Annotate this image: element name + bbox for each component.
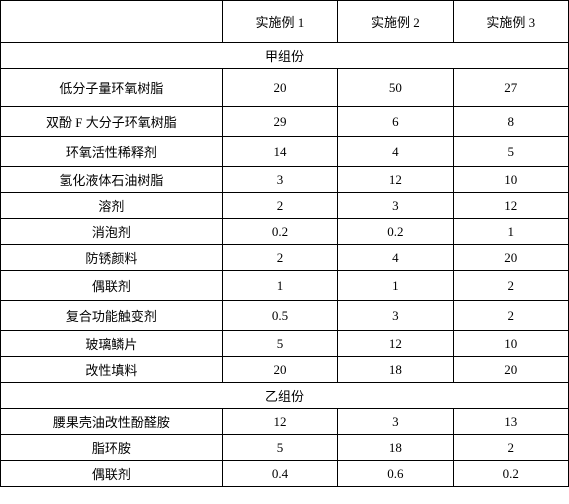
table-row: 溶剂2312 (1, 193, 569, 219)
rows1-body: 低分子量环氧树脂205027双酚 F 大分子环氧树脂2968环氧活性稀释剂144… (1, 69, 569, 383)
row-value: 4 (338, 137, 453, 167)
row-value: 8 (453, 107, 568, 137)
row-label: 脂环胺 (1, 435, 223, 461)
table-row: 双酚 F 大分子环氧树脂2968 (1, 107, 569, 137)
row-label: 玻璃鳞片 (1, 331, 223, 357)
row-value: 27 (453, 69, 568, 107)
composition-table: 实施例 1 实施例 2 实施例 3 甲组份 低分子量环氧树脂205027双酚 F… (0, 0, 569, 487)
section-b-label: 乙组份 (1, 383, 569, 409)
row-value: 12 (338, 331, 453, 357)
row-value: 2 (453, 301, 568, 331)
table-row: 玻璃鳞片51210 (1, 331, 569, 357)
row-label: 复合功能触变剂 (1, 301, 223, 331)
row-value: 18 (338, 357, 453, 383)
row-label: 腰果壳油改性酚醛胺 (1, 409, 223, 435)
row-value: 5 (453, 137, 568, 167)
row-value: 0.2 (453, 461, 568, 487)
section-row-a: 甲组份 (1, 43, 569, 69)
row-value: 2 (222, 245, 337, 271)
row-value: 3 (222, 167, 337, 193)
section2-body: 乙组份 (1, 383, 569, 409)
rows2-body: 腰果壳油改性酚醛胺12313脂环胺5182偶联剂0.40.60.2 (1, 409, 569, 487)
section-row-b: 乙组份 (1, 383, 569, 409)
row-value: 0.2 (222, 219, 337, 245)
row-value: 20 (453, 245, 568, 271)
row-label: 氢化液体石油树脂 (1, 167, 223, 193)
row-value: 3 (338, 409, 453, 435)
row-value: 2 (453, 271, 568, 301)
row-value: 10 (453, 167, 568, 193)
row-value: 12 (222, 409, 337, 435)
header-example1: 实施例 1 (222, 1, 337, 43)
table-row: 氢化液体石油树脂31210 (1, 167, 569, 193)
table-row: 偶联剂112 (1, 271, 569, 301)
header-example2: 实施例 2 (338, 1, 453, 43)
row-value: 1 (222, 271, 337, 301)
table-row: 低分子量环氧树脂205027 (1, 69, 569, 107)
row-value: 20 (453, 357, 568, 383)
row-value: 3 (338, 193, 453, 219)
row-value: 1 (453, 219, 568, 245)
row-label: 环氧活性稀释剂 (1, 137, 223, 167)
row-label: 溶剂 (1, 193, 223, 219)
row-label: 双酚 F 大分子环氧树脂 (1, 107, 223, 137)
table-body: 实施例 1 实施例 2 实施例 3 甲组份 (1, 1, 569, 69)
row-label: 改性填料 (1, 357, 223, 383)
row-value: 5 (222, 331, 337, 357)
row-value: 6 (338, 107, 453, 137)
row-value: 29 (222, 107, 337, 137)
row-label: 低分子量环氧树脂 (1, 69, 223, 107)
row-label: 偶联剂 (1, 271, 223, 301)
table-row: 防锈颜料2420 (1, 245, 569, 271)
table-row: 环氧活性稀释剂1445 (1, 137, 569, 167)
row-value: 10 (453, 331, 568, 357)
table-row: 改性填料201820 (1, 357, 569, 383)
table-row: 偶联剂0.40.60.2 (1, 461, 569, 487)
row-value: 3 (338, 301, 453, 331)
table-row: 消泡剂0.20.21 (1, 219, 569, 245)
row-value: 5 (222, 435, 337, 461)
row-value: 14 (222, 137, 337, 167)
row-value: 13 (453, 409, 568, 435)
row-value: 0.6 (338, 461, 453, 487)
row-value: 20 (222, 69, 337, 107)
row-value: 12 (338, 167, 453, 193)
row-value: 2 (453, 435, 568, 461)
row-value: 4 (338, 245, 453, 271)
row-value: 0.4 (222, 461, 337, 487)
row-value: 20 (222, 357, 337, 383)
row-label: 消泡剂 (1, 219, 223, 245)
row-value: 1 (338, 271, 453, 301)
header-empty (1, 1, 223, 43)
table-row: 复合功能触变剂0.532 (1, 301, 569, 331)
row-label: 偶联剂 (1, 461, 223, 487)
row-label: 防锈颜料 (1, 245, 223, 271)
section-a-label: 甲组份 (1, 43, 569, 69)
row-value: 12 (453, 193, 568, 219)
table-row: 脂环胺5182 (1, 435, 569, 461)
header-row: 实施例 1 实施例 2 实施例 3 (1, 1, 569, 43)
row-value: 50 (338, 69, 453, 107)
header-example3: 实施例 3 (453, 1, 568, 43)
row-value: 0.5 (222, 301, 337, 331)
table-row: 腰果壳油改性酚醛胺12313 (1, 409, 569, 435)
row-value: 18 (338, 435, 453, 461)
row-value: 0.2 (338, 219, 453, 245)
row-value: 2 (222, 193, 337, 219)
